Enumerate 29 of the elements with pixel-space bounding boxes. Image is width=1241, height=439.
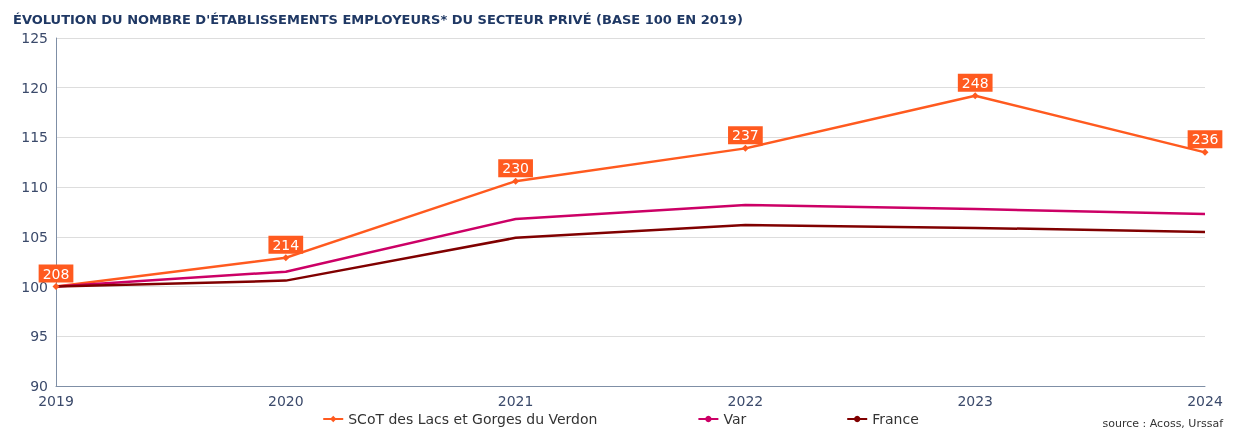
- point: [741, 144, 749, 152]
- x-tick-label: 2021: [497, 393, 534, 409]
- annotation: 248: [961, 74, 989, 91]
- point: [52, 283, 60, 291]
- annotation: 214: [272, 236, 300, 253]
- annotation: 236: [1191, 131, 1219, 148]
- source-note: source : Acoss, Urssaf: [1102, 417, 1225, 430]
- x-tick-label: 2020: [267, 393, 304, 409]
- point: [1201, 148, 1209, 156]
- y-tick-label: 90: [30, 378, 48, 394]
- y-tick-label: 110: [21, 179, 48, 196]
- legend-label: France: [872, 411, 919, 427]
- y-tick-label: 115: [21, 129, 48, 146]
- x-tick-label: 2023: [957, 393, 994, 409]
- point: [971, 92, 979, 100]
- legend-label: Var: [723, 411, 747, 427]
- y-tick-label: 95: [30, 328, 48, 345]
- x-tick-label: 2024: [1187, 393, 1223, 409]
- point: [282, 254, 290, 262]
- x-tick-label: 2019: [38, 393, 74, 409]
- legend-label: SCoT des Lacs et Gorges du Verdon: [348, 411, 598, 427]
- annotation: 237: [732, 127, 759, 144]
- chart-title: ÉVOLUTION DU NOMBRE D'ÉTABLISSEMENTS EMPLOYEURS* DU SECTEUR PRIVÉ (BASE 100 EN 2019): [13, 12, 743, 27]
- y-tick-label: 120: [21, 79, 48, 96]
- y-tick-label: 125: [21, 30, 48, 46]
- x-tick-label: 2022: [727, 393, 764, 409]
- point: [512, 177, 520, 185]
- annotation: 230: [502, 160, 529, 177]
- y-tick-label: 105: [21, 228, 48, 245]
